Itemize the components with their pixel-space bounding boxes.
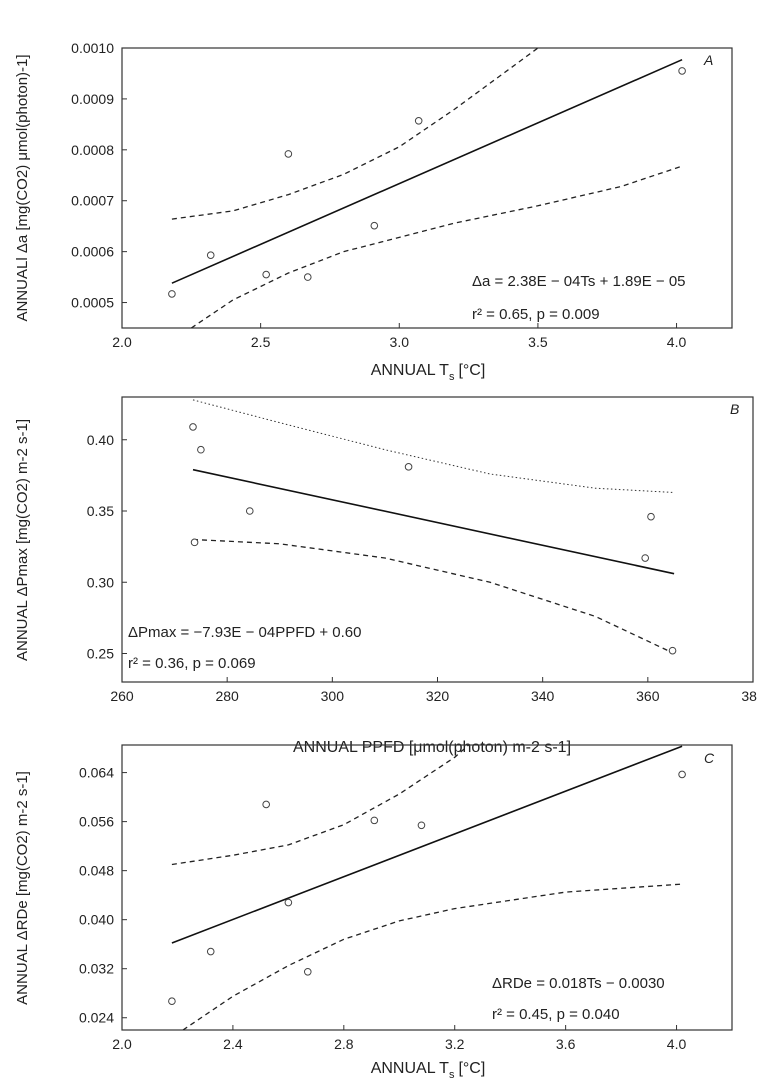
panel-c-x-tick-label: 3.2 [445, 1036, 465, 1052]
panel-a-y-tick-label: 0.0009 [71, 91, 114, 107]
panel-b-equation: ΔPmax = −7.93E − 04PPFD + 0.60 [128, 624, 362, 641]
panel-c: 2.0 2.4 2.8 3.2 3.6 4.0 0.0240.0320.0400.0480… [14, 744, 733, 1079]
panel-b-x-ticks: 260 280 300 320 340 360 380 [110, 677, 757, 704]
panel-a-y-tick-label: 0.0008 [71, 142, 114, 158]
panel-b-data-point [245, 507, 254, 515]
panel-a-data-point [303, 273, 312, 281]
panel-a-x-tick-label: 4.0 [667, 334, 687, 350]
panel-a-data-point [262, 270, 270, 279]
panel-b-data-point [647, 512, 655, 521]
panel-a-frame [121, 47, 733, 329]
panel-a-x-ticks: 2.0 2.5 3.0 3.5 4.0 [112, 323, 686, 350]
panel-c-regression-line [171, 745, 683, 944]
panel-b-letter: B [730, 401, 739, 417]
panel-a-ci-lower [190, 165, 683, 328]
panel-c-letter: C [704, 750, 715, 766]
panel-a-x-axis-label: ANNUAL Ts [°C] [371, 362, 486, 383]
panel-b-x-tick-label: 280 [215, 688, 239, 704]
panel-c-x-axis-label: ANNUAL Ts [°C] [371, 1060, 486, 1079]
panel-a-data-point [678, 67, 686, 75]
panel-b-x-tick-label: 260 [110, 688, 134, 704]
panel-a-data-point [284, 150, 293, 158]
panel-b-y-tick-label: 0.40 [87, 432, 114, 448]
panel-c-x-tick-label: 3.6 [556, 1036, 576, 1052]
panel-a-data-point [414, 117, 423, 125]
panel-c-y-tick-label: 0.032 [79, 961, 114, 977]
panel-a-equation: Δa = 2.38E − 04Ts + 1.89E − 05 [472, 273, 686, 290]
panel-c-y-tick-label: 0.040 [79, 912, 114, 928]
panel-b-data-point [197, 445, 205, 454]
panel-c-y-ticks: 0.024 0.032 0.040 0.048 0.056 0.064 [79, 765, 127, 1026]
panel-c-data-point [678, 770, 686, 779]
panel-c-x-tick-label: 2.0 [112, 1036, 132, 1052]
panel-b-y-ticks: 0.25 0.30 0.35 0.40 [87, 432, 127, 662]
panel-c-ci-upper [171, 745, 470, 866]
panel-b-y-tick-label: 0.30 [87, 574, 114, 590]
panel-b-plot-area [189, 399, 677, 655]
panel-b-data-point [668, 646, 677, 655]
panel-a-y-tick-label: 0.0006 [71, 244, 114, 260]
panel-b-x-tick-label: 380 [741, 688, 757, 704]
panel-a: 2.0 2.5 3.0 3.5 4.0 0.0005 0.0006 0.0007 0.0008… [14, 40, 733, 383]
panel-c-y-tick-label: 0.064 [79, 765, 114, 781]
panel-a-x-tick-label: 3.0 [390, 334, 410, 350]
panel-c-x-ticks: 2.0 2.4 2.8 3.2 3.6 4.0 [112, 1025, 686, 1052]
panel-b-x-axis-label: ANNUAL PPFD [μmol(photon) m-2 s-1] [293, 739, 571, 756]
panel-a-x-tick-label: 3.5 [528, 334, 548, 350]
panel-a-ci-upper [171, 48, 539, 220]
panel-a-y-ticks: 0.0005 0.0006 0.0007 0.0008 0.0009 0.0010 [71, 40, 127, 311]
panel-b-x-tick-label: 360 [636, 688, 660, 704]
panel-c-data-point [206, 947, 215, 956]
panel-c-data-point [262, 800, 270, 809]
panel-a-data-point [168, 290, 176, 298]
panel-a-x-tick-label: 2.0 [112, 334, 132, 350]
panel-a-x-tick-label: 2.5 [251, 334, 271, 350]
panel-a-plot-area [168, 48, 686, 328]
panel-a-stats: r² = 0.65, p = 0.009 [472, 306, 600, 323]
panel-a-data-point [370, 221, 379, 230]
panel-c-data-point [168, 997, 176, 1005]
panel-c-data-point [417, 821, 426, 830]
panel-c-plot-area [168, 745, 686, 1030]
panel-b-data-point [641, 554, 650, 562]
panel-c-x-tick-label: 4.0 [667, 1036, 687, 1052]
panel-b-y-axis-label: ANNUAL ΔPmax [mg(CO2) m-2 s-1] [14, 419, 31, 661]
panel-c-y-axis-label: ANNUAL ΔRDe [mg(CO2) m-2 s-1] [14, 771, 31, 1005]
panel-c-equation: ΔRDe = 0.018Ts − 0.0030 [492, 975, 665, 992]
panel-a-data-point [206, 251, 215, 259]
panel-c-data-point [284, 898, 293, 907]
panel-a-y-tick-label: 0.0007 [71, 193, 114, 209]
panel-c-data-point [370, 816, 379, 825]
panel-b-data-point [404, 463, 413, 471]
panel-b-x-tick-label: 340 [531, 688, 555, 704]
panel-b-ci-lower [192, 538, 675, 655]
panel-a-letter: A [703, 52, 713, 68]
panel-c-y-tick-label: 0.056 [79, 814, 114, 830]
panel-b-x-tick-label: 300 [321, 688, 345, 704]
panel-a-y-tick-label: 0.0005 [71, 295, 114, 311]
panel-b-y-tick-label: 0.35 [87, 503, 114, 519]
panel-c-frame [121, 744, 733, 1031]
panel-b-stats: r² = 0.36, p = 0.069 [128, 655, 256, 672]
panel-c-x-tick-label: 2.8 [334, 1036, 354, 1052]
panel-a-regression-line [171, 58, 683, 284]
panel-b-regression-line [192, 468, 675, 575]
panel-b-y-tick-label: 0.25 [87, 646, 114, 662]
panel-b-x-tick-label: 320 [426, 688, 450, 704]
panel-a-y-axis-label: ANNUALl Δa [mg(CO2) μmol(photon)-1] [14, 54, 31, 321]
panel-b-data-point [189, 423, 197, 431]
panel-c-x-tick-label: 2.4 [223, 1036, 243, 1052]
panel-b: 260 280 300 320 340 360 380 0.25 0.30 0.35 0.40 B… [14, 396, 757, 756]
panel-b-data-point [190, 538, 199, 547]
panel-b-ci-upper [192, 399, 675, 493]
panel-c-y-tick-label: 0.024 [79, 1010, 114, 1026]
panel-a-y-tick-label: 0.0010 [71, 40, 114, 56]
panel-c-data-point [303, 967, 312, 976]
panel-c-y-tick-label: 0.048 [79, 863, 114, 879]
panel-c-stats: r² = 0.45, p = 0.040 [492, 1006, 620, 1023]
